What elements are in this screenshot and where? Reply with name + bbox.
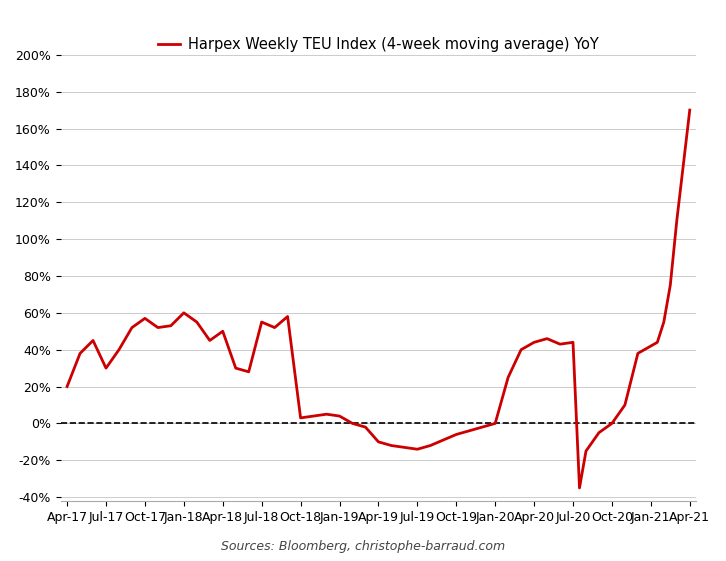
- Legend: Harpex Weekly TEU Index (4-week moving average) YoY: Harpex Weekly TEU Index (4-week moving a…: [152, 31, 604, 58]
- Text: Sources: Bloomberg, christophe-barraud.com: Sources: Bloomberg, christophe-barraud.c…: [221, 540, 505, 553]
